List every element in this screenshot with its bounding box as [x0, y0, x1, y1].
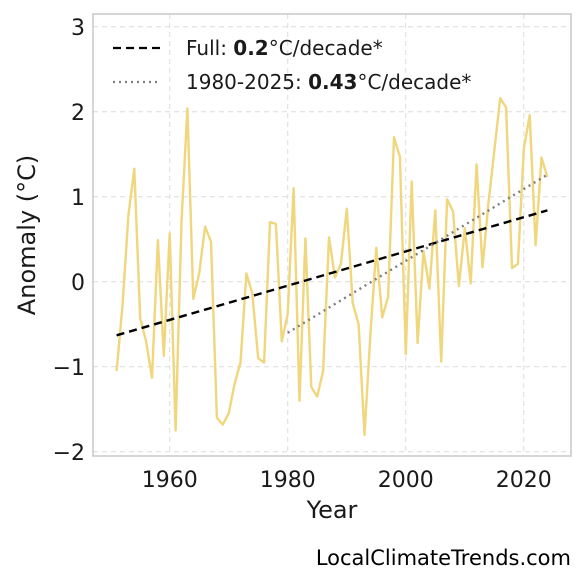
x-tick-labels: 1960 1980 2000 2020: [142, 468, 552, 493]
trend-line-1980-2025: [287, 173, 549, 334]
series-line: [115, 96, 549, 436]
grid-lines: [93, 14, 571, 456]
x-axis-label: Year: [306, 496, 358, 524]
y-tick-label: −1: [53, 356, 85, 381]
watermark: LocalClimateTrends.com: [315, 546, 571, 570]
legend: Full: 0.2°C/decade* 1980-2025: 0.43°C/de…: [113, 36, 471, 94]
y-tick-label: 1: [71, 186, 85, 211]
y-tick-label: 0: [71, 271, 85, 296]
x-tick-label: 1960: [142, 468, 198, 493]
y-tick-label: 3: [71, 16, 85, 41]
x-tick-label: 2020: [496, 468, 552, 493]
legend-label-full: Full: 0.2°C/decade*: [186, 36, 383, 60]
x-tick-label: 2000: [378, 468, 434, 493]
y-tick-label: −2: [53, 441, 85, 466]
series-layer: [115, 96, 549, 436]
x-tick-label: 1980: [260, 468, 316, 493]
legend-label-1980-2025: 1980-2025: 0.43°C/decade*: [186, 70, 471, 94]
trend-lines: [116, 173, 549, 337]
y-tick-labels: −2 −1 0 1 2 3: [53, 16, 85, 466]
plot-frame: [92, 13, 572, 457]
y-tick-label: 2: [71, 101, 85, 126]
y-axis-label: Anomaly (°C): [13, 155, 41, 315]
trend-line-full: [116, 209, 548, 337]
